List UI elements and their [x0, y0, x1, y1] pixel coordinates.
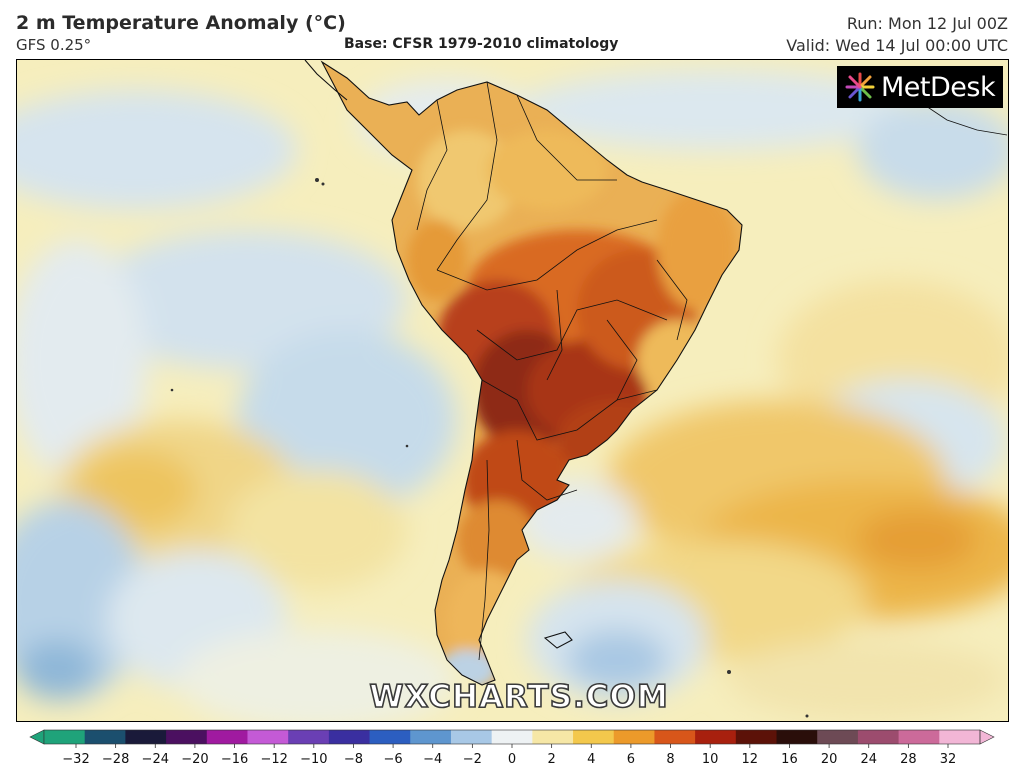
colorbar-tick-label: −8	[344, 752, 363, 767]
colorbar-segment	[776, 730, 818, 744]
colorbar-segment	[84, 730, 126, 744]
colorbar-min-arrow	[29, 729, 45, 745]
colorbar-tick-label: 12	[742, 752, 759, 767]
map-canvas	[17, 60, 1008, 721]
colorbar-segment	[450, 730, 493, 744]
colorbar-tick-label: 6	[627, 752, 635, 767]
colorbar-segment	[654, 730, 696, 744]
colorbar-segment	[573, 730, 615, 744]
colorbar-tick-label: 16	[781, 752, 798, 767]
coastline-and-borders	[304, 60, 1008, 686]
colorbar-segment	[328, 730, 371, 744]
colorbar-tick-label: 24	[860, 752, 877, 767]
colorbar-tick-label: −12	[260, 752, 287, 767]
colorbar-segment	[491, 730, 533, 744]
colorbar-segment	[613, 730, 655, 744]
colorbar-max-arrow	[979, 729, 995, 745]
colorbar-segment	[817, 730, 859, 744]
colorbar-segment	[206, 730, 248, 744]
colorbar-tick-label: 28	[900, 752, 917, 767]
islands	[170, 178, 809, 718]
colorbar-tick-label: −28	[102, 752, 129, 767]
wxcharts-watermark: WXCHARTS.COM	[369, 678, 669, 716]
colorbar-tick-label: −16	[221, 752, 248, 767]
run-time-label: Run: Mon 12 Jul 00Z	[846, 14, 1008, 33]
colorbar-segment	[695, 730, 737, 744]
colorbar-segment	[247, 730, 289, 744]
colorbar-tick-label: −24	[142, 752, 169, 767]
colorbar-segment	[532, 730, 574, 744]
colorbar-tick-label: 4	[587, 752, 595, 767]
colorbar-segment	[288, 730, 330, 744]
metdesk-burst-icon	[845, 72, 875, 102]
colorbar-segment	[44, 730, 86, 744]
colorbar-tick-label: 10	[702, 752, 719, 767]
colorbar-tick-label: −10	[300, 752, 327, 767]
colorbar-tick-label: −32	[62, 752, 89, 767]
model-label: GFS 0.25°	[16, 36, 92, 54]
colorbar-segment	[410, 730, 452, 744]
colorbar-tick-label: 8	[666, 752, 674, 767]
colorbar-tick-label: 0	[508, 752, 516, 767]
colorbar-tick-label: −2	[463, 752, 482, 767]
colorbar-segment	[735, 730, 778, 744]
colorbar-segment	[857, 730, 900, 744]
colorbar-tick-label: 20	[821, 752, 838, 767]
metdesk-logo: MetDesk	[837, 66, 1003, 108]
colorbar-tick-label: −6	[384, 752, 403, 767]
valid-time-label: Valid: Wed 14 Jul 00:00 UTC	[786, 36, 1008, 55]
colorbar-ticks: −32 −28 −24 −20 −16 −12 −10 −8 −6 −4 −2 0 2 4 6 8 10 12 16…	[62, 744, 956, 767]
colorbar-segments	[29, 729, 995, 745]
colorbar-tick-label: −4	[423, 752, 442, 767]
chart-title: 2 m Temperature Anomaly (°C)	[16, 12, 346, 34]
colorbar-legend: −32 −28 −24 −20 −16 −12 −10 −8 −6 −4 −2 0 2 4 6 8 10 12 16…	[29, 729, 995, 767]
colorbar-segment	[125, 730, 167, 744]
climatology-base-label: Base: CFSR 1979-2010 climatology	[344, 36, 619, 52]
colorbar-tick-label: 32	[940, 752, 957, 767]
colorbar-segment	[369, 730, 411, 744]
colorbar-tick-label: −20	[181, 752, 208, 767]
anomaly-map: MetDesk WXCHARTS.COM	[16, 59, 1009, 722]
colorbar-segment	[166, 730, 208, 744]
metdesk-logo-text: MetDesk	[881, 71, 996, 103]
colorbar-segment	[898, 730, 940, 744]
colorbar-segment	[939, 730, 981, 744]
colorbar-tick-label: 2	[547, 752, 555, 767]
